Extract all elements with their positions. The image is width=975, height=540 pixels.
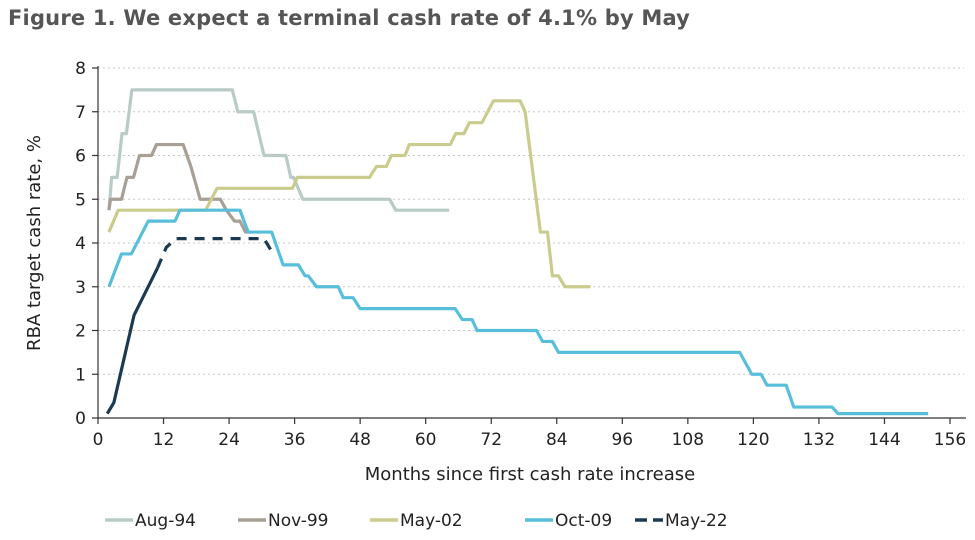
series-line-oct-09 <box>107 208 929 416</box>
x-tick-label: 108 <box>672 430 704 450</box>
x-tick-label: 132 <box>803 430 835 450</box>
series-line-may-22 <box>105 267 159 415</box>
x-tick-label: 60 <box>415 430 437 450</box>
y-tick-label: 7 <box>75 103 86 123</box>
series-line-forecast <box>156 237 272 269</box>
y-tick-label: 1 <box>75 365 86 385</box>
x-axis-label: Months since first cash rate increase <box>365 464 695 485</box>
y-tick-label: 4 <box>75 234 86 254</box>
y-tick-label: 3 <box>75 278 86 298</box>
x-tick-label: 48 <box>349 430 371 450</box>
x-tick-label: 24 <box>218 430 240 450</box>
chart-title: Figure 1. We expect a terminal cash rate… <box>8 6 691 30</box>
legend-label: May-22 <box>665 511 728 531</box>
series-line-may-02 <box>107 99 591 289</box>
y-tick-label: 8 <box>75 59 86 79</box>
x-tick-label: 156 <box>934 430 966 450</box>
y-tick-label: 2 <box>75 322 86 342</box>
y-tick-label: 0 <box>75 409 86 429</box>
legend-label: Aug-94 <box>135 511 196 531</box>
x-tick-label: 84 <box>546 430 568 450</box>
x-tick-label: 72 <box>480 430 502 450</box>
y-tick-label: 6 <box>75 147 86 167</box>
x-tick-label: 96 <box>611 430 633 450</box>
legend-label: Nov-99 <box>268 511 329 531</box>
y-tick-label: 5 <box>75 190 86 210</box>
y-axis-label: RBA target cash rate, % <box>24 135 45 351</box>
x-tick-label: 0 <box>93 430 104 450</box>
series-line-nov-99 <box>107 142 251 234</box>
legend-label: May-02 <box>400 511 463 531</box>
x-tick-label: 120 <box>737 430 769 450</box>
legend-label: Oct-09 <box>555 511 612 531</box>
series-line-aug-94 <box>107 88 450 212</box>
x-tick-label: 144 <box>868 430 900 450</box>
x-tick-label: 12 <box>153 430 175 450</box>
x-tick-label: 36 <box>284 430 306 450</box>
